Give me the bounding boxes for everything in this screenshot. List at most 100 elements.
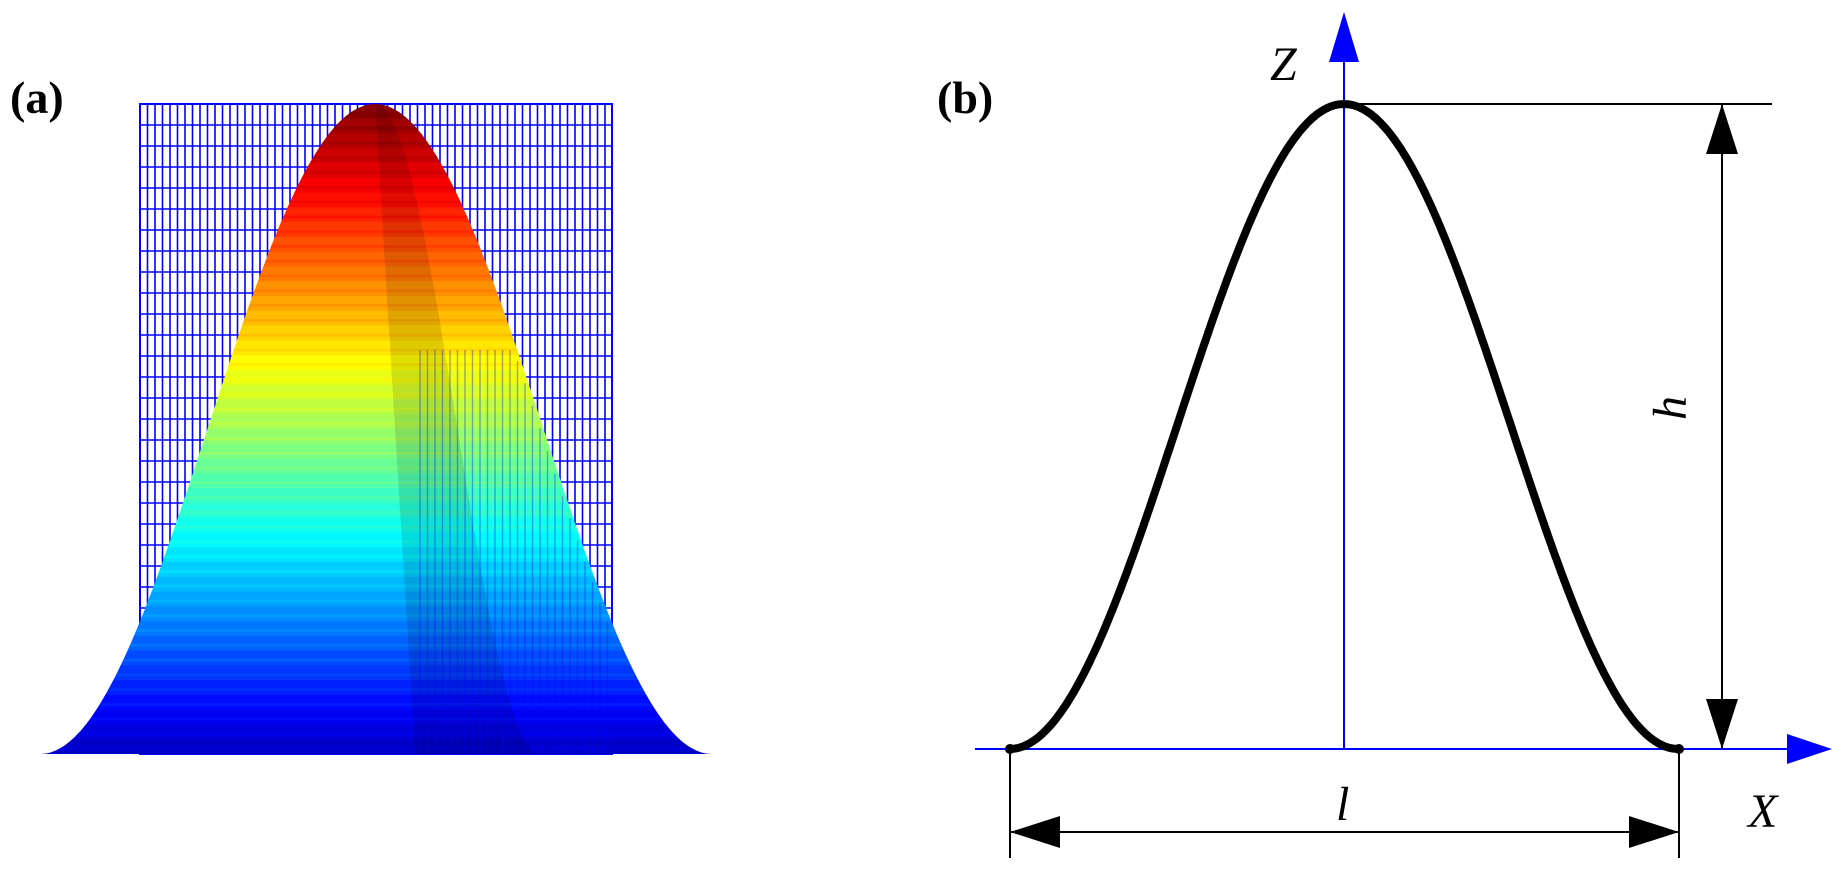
color-band [40,251,712,268]
color-band [40,458,712,475]
color-band-stripe [40,629,712,632]
color-band [40,576,712,593]
panel-a-label: (a) [10,72,64,123]
color-band [40,399,712,416]
length-arrow-right [1629,816,1679,848]
front-mesh-overlay [419,350,609,754]
color-band-stripe [40,215,712,219]
color-band [40,621,712,637]
panel-b-profile-diagram: (b) Z X h l [937,12,1832,858]
color-band-stripe [40,185,712,189]
color-band-stripe [40,584,712,588]
color-band-stripe [40,717,712,721]
color-band [40,414,712,430]
color-band-stripe [40,363,712,366]
color-band [40,635,712,652]
color-band-stripe [40,481,712,485]
color-band [40,266,712,283]
color-band-stripe [40,570,712,573]
z-axis-label: Z [1270,38,1298,91]
color-band [40,207,712,223]
color-band [40,739,712,754]
curve-left-endpoint [1005,744,1015,754]
color-band [40,163,712,179]
color-band-stripe [40,643,712,647]
curve-right-endpoint [1674,744,1684,754]
color-band-stripe [40,156,712,160]
color-band [40,724,712,741]
color-band [40,532,712,548]
height-label: h [1644,396,1697,420]
color-band [40,236,712,253]
color-band-stripe [40,289,712,293]
color-band-stripe [40,171,712,174]
color-band [40,429,712,445]
color-band [40,384,712,401]
color-band [40,547,712,563]
color-band-stripe [40,274,712,278]
color-band-stripe [40,126,712,130]
x-axis-label: X [1746,785,1779,838]
color-band [40,177,712,194]
x-axis-arrowhead [1787,734,1832,764]
color-band [40,502,712,519]
color-band [40,310,712,327]
z-axis-arrowhead [1329,12,1359,62]
color-band-stripe [40,437,712,440]
color-band-stripe [40,230,712,233]
color-band [40,355,712,371]
color-band-stripe [40,407,712,411]
height-arrow-top [1706,104,1738,154]
color-band [40,561,712,578]
color-band [40,473,712,489]
color-band [40,281,712,297]
color-band-stripe [40,703,712,706]
color-band-stripe [40,658,712,662]
color-band [40,517,712,534]
bump-color-bands [40,104,712,754]
color-band-stripe [40,555,712,558]
color-band [40,369,712,386]
color-band [40,222,712,238]
bump-profile-curve [1005,100,1683,753]
color-band-stripe [40,732,712,736]
panel-a-surface-plot: (a) [10,72,712,755]
color-band-stripe [40,599,712,603]
color-band-stripe [40,496,712,499]
color-band [40,709,712,726]
color-band-stripe [40,200,712,204]
color-band [40,118,712,135]
color-band [40,148,712,164]
color-band-stripe [40,245,712,248]
back-face-shade [375,104,540,754]
color-band [40,591,712,608]
color-band-stripe [40,422,712,426]
color-band [40,606,712,622]
color-band-stripe [40,348,712,352]
color-band [40,192,712,209]
color-band [40,296,712,312]
color-band [40,488,712,504]
length-arrow-left [1010,816,1060,848]
color-band-stripe [40,141,712,145]
color-band-stripe [40,333,712,337]
length-label: l [1336,778,1349,831]
color-band-stripe [40,510,712,514]
color-band-stripe [40,614,712,618]
color-band [40,133,712,150]
color-band-stripe [40,318,712,322]
color-band-stripe [40,392,712,396]
color-band-stripe [40,540,712,544]
color-band [40,325,712,342]
color-band-stripe [40,688,712,691]
color-band-stripe [40,525,712,529]
color-band-stripe [40,747,712,751]
color-band [40,340,712,356]
color-band-stripe [40,304,712,307]
panel-b-label: (b) [937,72,993,123]
color-band [40,443,712,460]
color-band [40,680,712,696]
height-arrow-bottom [1706,699,1738,749]
color-band-stripe [40,673,712,677]
